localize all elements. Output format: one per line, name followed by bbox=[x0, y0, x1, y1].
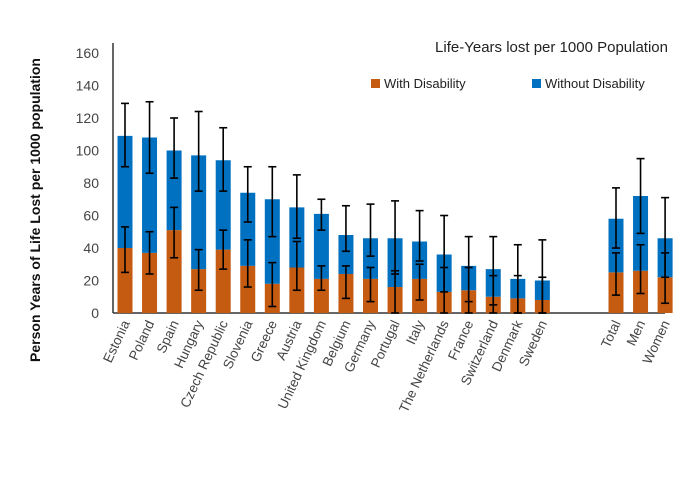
bar-without-disability bbox=[215, 160, 231, 250]
bar-with-disability bbox=[142, 252, 158, 313]
y-tick-label: 0 bbox=[91, 305, 99, 321]
bar-without-disability bbox=[338, 235, 354, 274]
x-tick-label: Men bbox=[624, 318, 649, 348]
y-tick-label: 20 bbox=[83, 273, 99, 289]
chart-title: Life-Years lost per 1000 Population bbox=[435, 39, 668, 56]
x-tick-label: United Kingdom bbox=[275, 318, 329, 411]
legend-label-without-disability: Without Disability bbox=[545, 76, 645, 91]
legend-swatch-without-disability bbox=[532, 79, 541, 88]
bar-with-disability bbox=[166, 230, 182, 313]
bar-with-disability bbox=[191, 269, 207, 313]
bar-without-disability bbox=[191, 155, 207, 270]
legend-label-with-disability: With Disability bbox=[384, 76, 466, 91]
y-tick-label: 160 bbox=[76, 45, 100, 61]
bar-without-disability bbox=[142, 137, 158, 253]
bar-with-disability bbox=[215, 249, 231, 313]
bar-with-disability bbox=[117, 248, 133, 313]
bar-without-disability bbox=[117, 135, 133, 248]
bar-with-disability bbox=[240, 265, 256, 313]
legend-swatch-with-disability bbox=[371, 79, 380, 88]
bar-without-disability bbox=[166, 150, 182, 231]
legend: With Disability Without Disability bbox=[371, 76, 645, 91]
y-tick-label: 140 bbox=[76, 78, 100, 94]
y-tick-label: 100 bbox=[76, 143, 100, 159]
bar-without-disability bbox=[363, 238, 378, 279]
bar-without-disability bbox=[240, 192, 256, 266]
x-tick-label: Italy bbox=[403, 318, 427, 347]
y-tick-label: 40 bbox=[83, 240, 99, 256]
y-axis-title: Person Years of Life Lost per 1000 popul… bbox=[27, 58, 43, 362]
x-tick-label: The Netherlands bbox=[396, 318, 452, 415]
y-tick-label: 80 bbox=[83, 175, 99, 191]
bar-with-disability bbox=[313, 278, 329, 313]
y-tick-label: 60 bbox=[83, 208, 99, 224]
x-tick-label: Total bbox=[598, 318, 624, 350]
plot-area: 020406080100120140160EstoniaPolandSpainH… bbox=[76, 43, 673, 415]
y-tick-label: 120 bbox=[76, 110, 100, 126]
